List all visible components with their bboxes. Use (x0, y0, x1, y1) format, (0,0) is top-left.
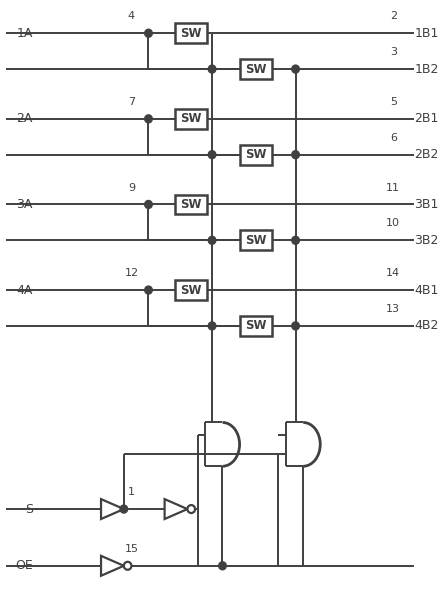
Text: 4B1: 4B1 (414, 283, 438, 297)
Bar (175, 109, 207, 129)
Circle shape (145, 200, 152, 208)
Text: 9: 9 (128, 183, 135, 192)
Text: 2B1: 2B1 (414, 112, 438, 126)
Text: 3B2: 3B2 (414, 234, 438, 247)
Circle shape (292, 322, 299, 330)
Bar (239, 144, 272, 164)
Text: 4B2: 4B2 (414, 319, 438, 333)
Text: SW: SW (180, 198, 202, 211)
Circle shape (292, 151, 299, 158)
Text: 1: 1 (128, 487, 135, 497)
Bar (175, 194, 207, 214)
Text: SW: SW (245, 319, 266, 333)
Text: 10: 10 (386, 219, 400, 228)
Text: SW: SW (245, 234, 266, 247)
Circle shape (292, 65, 299, 73)
Circle shape (120, 505, 127, 513)
Text: 11: 11 (386, 183, 400, 192)
Text: SW: SW (180, 283, 202, 297)
Bar (175, 23, 207, 43)
Text: 5: 5 (390, 97, 397, 107)
Text: 13: 13 (386, 304, 400, 314)
Bar (239, 59, 272, 79)
Circle shape (124, 562, 131, 570)
Text: 3B1: 3B1 (414, 198, 438, 211)
Circle shape (145, 286, 152, 294)
Circle shape (145, 115, 152, 123)
Text: 3A: 3A (16, 198, 33, 211)
Text: SW: SW (180, 27, 202, 39)
Text: 2A: 2A (16, 112, 33, 126)
Text: 6: 6 (390, 133, 397, 143)
Circle shape (219, 562, 226, 570)
Text: 1B2: 1B2 (414, 63, 438, 76)
Text: SW: SW (180, 112, 202, 126)
Text: 1B1: 1B1 (414, 27, 438, 39)
Text: 1A: 1A (16, 27, 33, 39)
Text: 3: 3 (390, 47, 397, 57)
Text: 4A: 4A (16, 283, 33, 297)
Text: 12: 12 (124, 268, 138, 278)
Text: S: S (25, 503, 33, 515)
Text: 2: 2 (390, 12, 397, 21)
Text: 7: 7 (128, 97, 135, 107)
Circle shape (208, 322, 216, 330)
Text: 14: 14 (386, 268, 400, 278)
Text: OE: OE (15, 559, 33, 572)
Text: 2B2: 2B2 (414, 148, 438, 161)
Circle shape (208, 236, 216, 244)
Circle shape (208, 65, 216, 73)
Text: SW: SW (245, 63, 266, 76)
Circle shape (187, 505, 195, 513)
Circle shape (208, 151, 216, 158)
Circle shape (145, 29, 152, 37)
Bar (239, 316, 272, 336)
Circle shape (292, 236, 299, 244)
Bar (175, 280, 207, 300)
Text: SW: SW (245, 148, 266, 161)
Bar (239, 230, 272, 250)
Text: 4: 4 (128, 12, 135, 21)
Text: 15: 15 (124, 544, 138, 554)
